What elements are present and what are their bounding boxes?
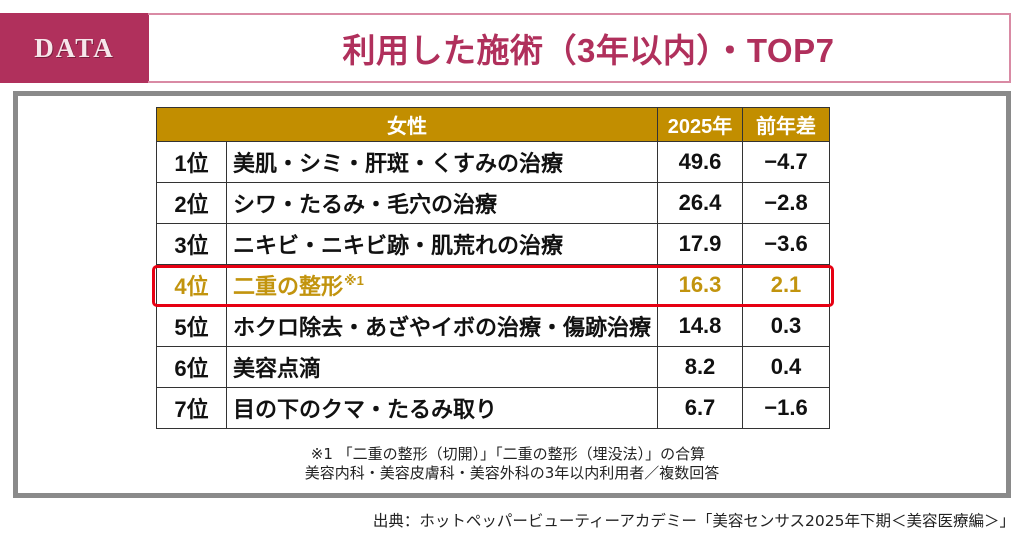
rank-cell: 4位	[156, 264, 227, 306]
rank-cell: 5位	[156, 305, 227, 347]
value-cell: 8.2	[657, 346, 743, 388]
table-header-row: 女性 2025年 前年差	[156, 107, 830, 142]
source-citation: 出典：ホットペッパービューティーアカデミー「美容センサス2025年下期＜美容医療…	[372, 512, 1015, 530]
table-row: 7位 目の下のクマ・たるみ取り 6.7 −1.6	[156, 387, 830, 429]
treatment-cell: 美容点滴	[226, 346, 658, 388]
treatment-cell: 二重の整形※1	[226, 264, 658, 306]
rank-cell: 1位	[156, 141, 227, 183]
page-title: 利用した施術（3年以内）・TOP7	[342, 32, 835, 69]
diff-cell: −2.8	[742, 182, 830, 224]
ranking-table: 女性 2025年 前年差 1位 美肌・シミ・肝斑・くすみの治療 49.6 −4.…	[156, 107, 830, 429]
table-row: 1位 美肌・シミ・肝斑・くすみの治療 49.6 −4.7	[156, 141, 830, 183]
treatment-cell: 美肌・シミ・肝斑・くすみの治療	[226, 141, 658, 183]
treatment-cell: 目の下のクマ・たるみ取り	[226, 387, 658, 429]
diff-cell: 0.3	[742, 305, 830, 347]
rank-cell: 6位	[156, 346, 227, 388]
value-cell: 16.3	[657, 264, 743, 306]
rank-cell: 7位	[156, 387, 227, 429]
diff-cell: 0.4	[742, 346, 830, 388]
footnote-1: ※1 「二重の整形（切開）」「二重の整形（埋没法）」の合算	[310, 445, 706, 463]
table-row: 2位 シワ・たるみ・毛穴の治療 26.4 −2.8	[156, 182, 830, 224]
table-row-highlighted: 4位 二重の整形※1 16.3 2.1	[156, 264, 830, 306]
treatment-cell: シワ・たるみ・毛穴の治療	[226, 182, 658, 224]
value-cell: 14.8	[657, 305, 743, 347]
title-box: 利用した施術（3年以内）・TOP7	[148, 13, 1011, 83]
diff-cell: −1.6	[742, 387, 830, 429]
table-row: 3位 ニキビ・ニキビ跡・肌荒れの治療 17.9 −3.6	[156, 223, 830, 265]
value-cell: 6.7	[657, 387, 743, 429]
value-cell: 17.9	[657, 223, 743, 265]
data-badge: DATA	[0, 13, 149, 83]
header-year: 2025年	[657, 107, 743, 142]
rank-cell: 2位	[156, 182, 227, 224]
value-cell: 26.4	[657, 182, 743, 224]
header-group: 女性	[156, 107, 658, 142]
diff-cell: 2.1	[742, 264, 830, 306]
treatment-cell: ニキビ・ニキビ跡・肌荒れの治療	[226, 223, 658, 265]
footnote-2: 美容内科・美容皮膚科・美容外科の3年以内利用者／複数回答	[304, 464, 720, 482]
diff-cell: −4.7	[742, 141, 830, 183]
treatment-cell: ホクロ除去・あざやイボの治療・傷跡治療	[226, 305, 658, 347]
table-row: 6位 美容点滴 8.2 0.4	[156, 346, 830, 388]
rank-cell: 3位	[156, 223, 227, 265]
diff-cell: −3.6	[742, 223, 830, 265]
header-diff: 前年差	[742, 107, 830, 142]
treatment-name: 二重の整形	[233, 274, 344, 299]
table-row: 5位 ホクロ除去・あざやイボの治療・傷跡治療 14.8 0.3	[156, 305, 830, 347]
value-cell: 49.6	[657, 141, 743, 183]
footnote-marker: ※1	[344, 273, 364, 288]
